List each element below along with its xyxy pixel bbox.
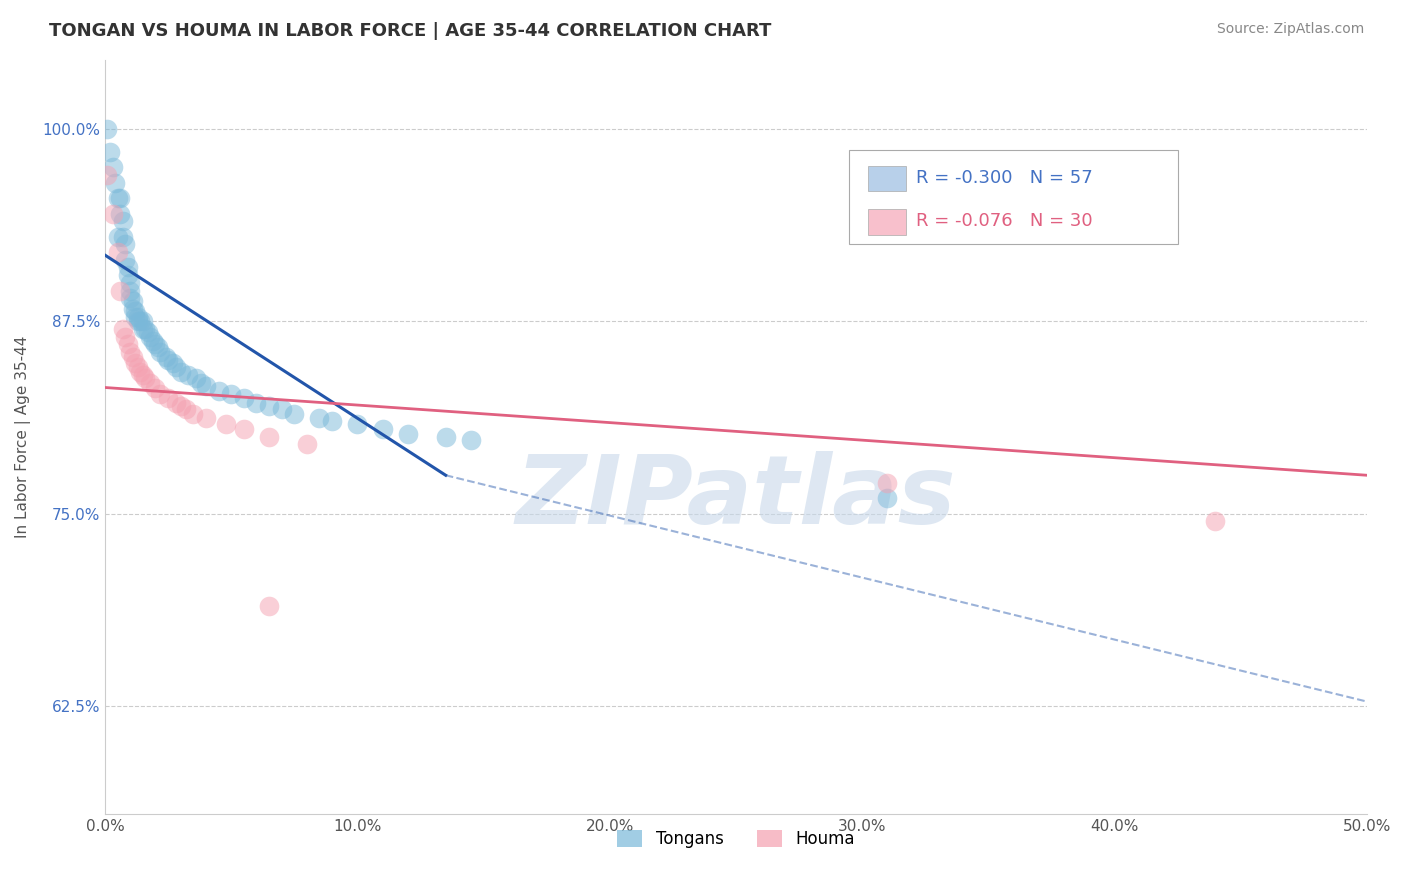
Point [96,121,118,136]
FancyBboxPatch shape [849,150,1178,244]
Point [127,310,149,324]
Point [876,475,898,490]
Point [371,422,394,436]
Point [257,430,280,444]
Point [190,376,212,390]
Point [170,365,193,379]
Point [1204,515,1226,529]
Text: Source: ZipAtlas.com: Source: ZipAtlas.com [1216,22,1364,37]
Point [96,168,118,182]
Point [162,356,184,370]
Point [104,176,127,190]
Point [120,291,142,305]
Point [132,314,155,328]
Point [232,392,254,406]
Text: ZIPatlas: ZIPatlas [516,450,956,543]
Point [111,322,134,336]
Point [124,303,146,318]
Point [460,433,482,447]
Point [129,314,152,328]
Point [117,260,139,275]
Point [107,191,129,205]
Point [108,284,131,298]
Point [124,356,146,370]
Point [114,329,136,343]
Point [98,145,121,159]
Point [120,345,142,359]
Point [134,371,156,385]
Point [170,399,193,413]
Point [120,284,142,298]
Point [257,599,280,613]
Point [124,310,146,324]
Point [117,337,139,351]
Point [127,314,149,328]
Point [157,392,180,406]
Point [321,414,343,428]
Point [181,407,204,421]
Point [295,437,318,451]
Point [136,325,159,339]
Point [207,384,229,398]
Point [142,334,165,349]
Point [270,402,292,417]
Point [155,350,177,364]
Point [146,341,169,355]
Text: R = -0.076   N = 30: R = -0.076 N = 30 [917,212,1092,230]
Point [184,371,207,385]
Point [149,386,172,401]
Point [257,399,280,413]
Point [165,360,187,375]
Point [215,417,238,432]
Point [111,214,134,228]
Point [132,322,155,336]
Point [139,376,162,390]
Point [108,191,131,205]
Point [194,379,217,393]
Point [876,491,898,506]
Legend: Tongans, Houma: Tongans, Houma [610,823,862,855]
Point [177,368,200,383]
Point [114,252,136,267]
Point [108,206,131,220]
Point [132,368,155,383]
Point [149,345,172,359]
Point [219,386,242,401]
Point [121,301,143,316]
Point [145,380,167,394]
Point [174,402,197,417]
Point [114,237,136,252]
Point [134,322,156,336]
Point [396,426,419,441]
Point [107,229,129,244]
Point [434,430,457,444]
Point [232,422,254,436]
Point [245,396,267,410]
Text: R = -0.300   N = 57: R = -0.300 N = 57 [917,169,1092,186]
Point [139,329,162,343]
Point [121,350,143,364]
Text: TONGAN VS HOUMA IN LABOR FORCE | AGE 35-44 CORRELATION CHART: TONGAN VS HOUMA IN LABOR FORCE | AGE 35-… [49,22,772,40]
FancyBboxPatch shape [869,166,907,191]
Point [129,365,152,379]
Point [346,417,368,432]
Point [121,294,143,309]
Point [107,245,129,260]
Point [111,229,134,244]
Point [308,411,330,425]
Point [101,206,124,220]
Point [145,337,167,351]
Point [120,276,142,290]
Point [101,161,124,175]
Point [283,407,305,421]
Point [157,352,180,367]
FancyBboxPatch shape [869,209,907,235]
Point [165,396,187,410]
Point [117,268,139,282]
Point [194,411,217,425]
Point [127,360,149,375]
Y-axis label: In Labor Force | Age 35-44: In Labor Force | Age 35-44 [15,335,31,538]
